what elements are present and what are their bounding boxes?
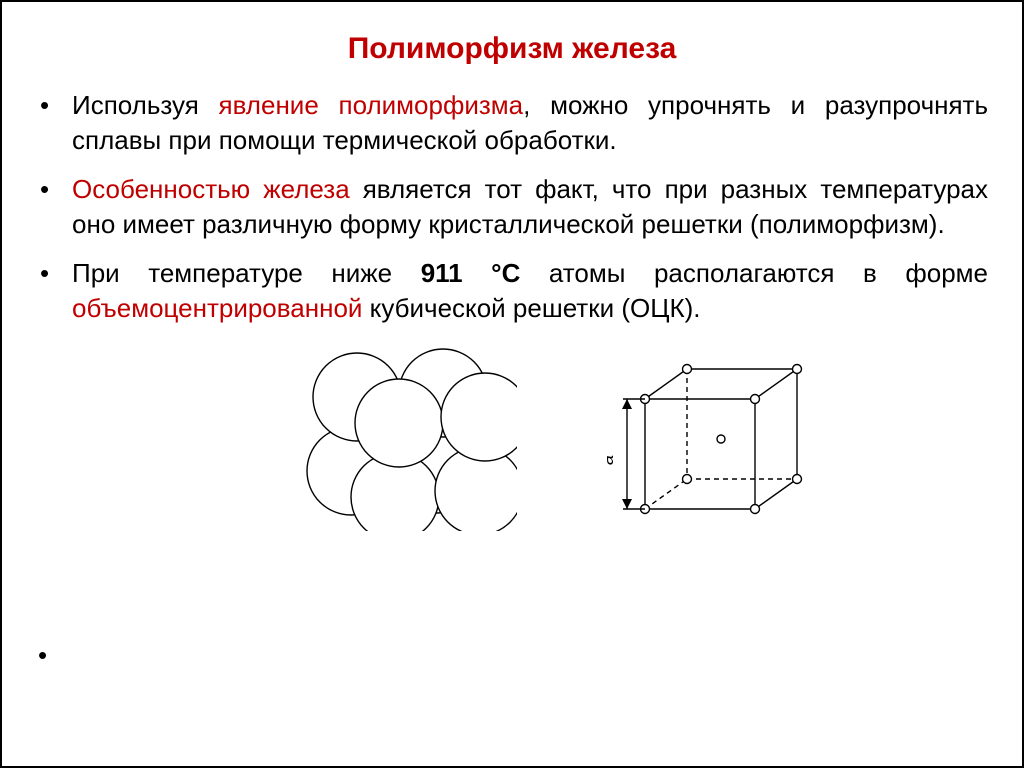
bullet-text: Используя явление полиморфизма, можно уп… [72,88,988,158]
bullet-dot: • [36,88,72,158]
bullet-item: •Особенностью железа является тот факт, … [36,172,988,242]
svg-text:a: a [607,455,617,465]
bullet-dot: • [36,172,72,242]
sphere-packing-diagram [287,341,517,531]
bullet-item: •При температуре ниже 911 °С атомы распо… [36,256,988,326]
bullet-text: Особенностью железа является тот факт, ч… [72,172,988,242]
slide-title: Полиморфизм железа [36,32,988,66]
empty-bullet: • [38,640,47,671]
bcc-cube-diagram: a [607,341,807,531]
bullet-dot: • [36,256,72,326]
bullets-list: •Используя явление полиморфизма, можно у… [36,88,988,327]
bullet-text: При температуре ниже 911 °С атомы распол… [72,256,988,326]
figure-row: a [36,341,988,531]
bullet-item: •Используя явление полиморфизма, можно у… [36,88,988,158]
